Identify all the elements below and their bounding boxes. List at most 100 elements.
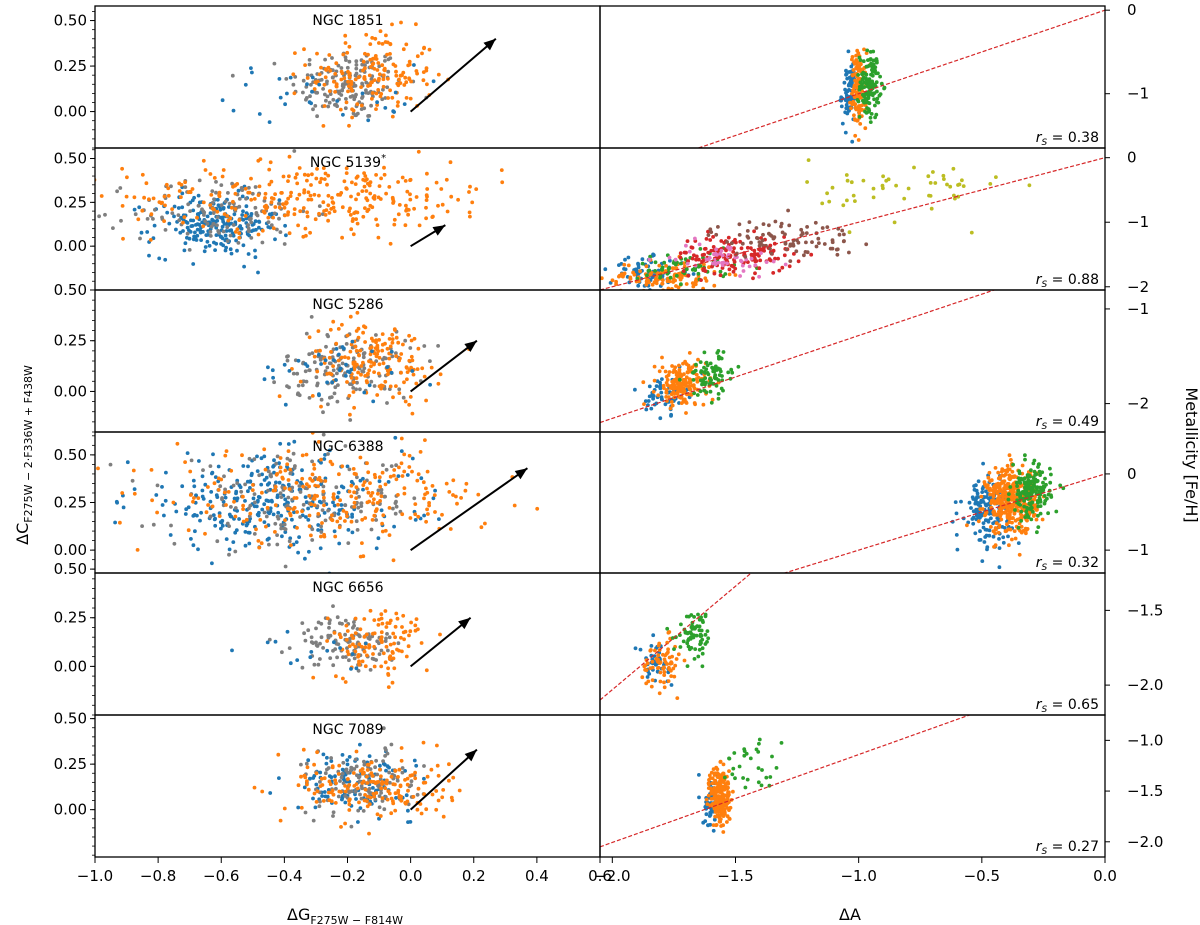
data-point — [993, 531, 998, 536]
data-point — [355, 174, 360, 179]
data-point — [303, 556, 307, 561]
data-point — [370, 774, 375, 778]
y-tick-label: 0 — [1127, 465, 1137, 483]
data-point — [393, 328, 397, 332]
data-point — [363, 793, 367, 797]
data-point — [636, 262, 641, 267]
data-point — [339, 69, 344, 74]
data-point — [362, 649, 367, 654]
data-point — [1010, 516, 1015, 520]
data-point — [252, 785, 257, 790]
data-point — [351, 625, 355, 630]
data-point — [360, 91, 365, 96]
data-point — [231, 223, 236, 227]
data-point — [656, 643, 661, 648]
data-point — [219, 526, 223, 531]
data-point — [383, 528, 388, 533]
data-point — [353, 631, 358, 635]
data-point — [287, 231, 292, 236]
data-point — [266, 499, 271, 503]
data-point — [892, 220, 897, 225]
data-point — [850, 57, 854, 62]
data-point — [740, 263, 745, 268]
data-point — [427, 501, 431, 505]
data-point — [355, 475, 359, 480]
data-point — [182, 215, 187, 220]
data-point — [215, 215, 220, 220]
data-point — [203, 245, 208, 249]
y-tick-label: 0.25 — [54, 332, 87, 350]
data-point — [195, 513, 199, 518]
data-point — [984, 533, 989, 538]
data-point — [447, 490, 452, 494]
data-point — [359, 644, 364, 649]
data-point — [357, 634, 362, 639]
data-point — [416, 472, 421, 477]
data-point — [991, 521, 995, 526]
data-point — [311, 641, 315, 645]
data-point — [954, 533, 959, 537]
data-point — [223, 233, 228, 238]
data-point — [422, 513, 426, 518]
data-point — [690, 245, 695, 250]
data-point — [404, 80, 409, 85]
data-point — [969, 506, 973, 510]
data-point — [201, 200, 206, 205]
data-point — [244, 517, 249, 522]
data-point — [375, 345, 380, 350]
data-point — [981, 521, 986, 525]
data-point — [319, 500, 323, 505]
data-point — [670, 636, 675, 640]
data-point — [424, 486, 428, 491]
data-point — [353, 77, 358, 82]
data-point — [243, 82, 248, 87]
data-point — [252, 492, 257, 496]
panel-title: NGC 5139* — [310, 153, 386, 171]
data-point — [436, 381, 441, 386]
data-point — [746, 236, 751, 240]
data-point — [320, 521, 324, 525]
data-point — [1033, 494, 1037, 499]
data-point — [714, 232, 719, 237]
data-point — [991, 493, 996, 498]
data-point — [424, 205, 428, 210]
data-point — [338, 107, 343, 112]
data-point — [278, 95, 283, 100]
data-point — [1007, 476, 1012, 481]
data-point — [404, 42, 409, 47]
data-point — [337, 621, 342, 626]
data-point — [325, 365, 330, 370]
data-point — [347, 209, 351, 214]
data-point — [372, 384, 377, 388]
data-point — [862, 47, 866, 52]
data-point — [862, 85, 867, 89]
data-point — [220, 98, 225, 103]
data-point — [357, 494, 361, 499]
data-point — [362, 390, 367, 395]
data-point — [354, 348, 359, 353]
data-point — [204, 233, 209, 238]
data-point — [644, 282, 649, 287]
data-point — [662, 680, 666, 685]
data-point — [327, 53, 332, 57]
data-point — [718, 269, 723, 274]
data-point — [240, 453, 244, 458]
data-point — [407, 465, 412, 469]
data-point — [253, 185, 258, 189]
data-point — [282, 205, 287, 210]
data-point — [415, 71, 419, 76]
data-point — [337, 472, 341, 477]
data-point — [802, 253, 806, 258]
data-point — [425, 774, 430, 779]
data-point — [402, 452, 407, 457]
data-point — [297, 535, 301, 539]
data-point — [390, 354, 395, 359]
data-point — [535, 506, 540, 511]
data-point — [672, 266, 677, 271]
y-tick-label: 0.50 — [54, 281, 87, 299]
data-point — [320, 508, 325, 512]
data-point — [323, 57, 327, 62]
data-point — [595, 273, 599, 277]
data-point — [677, 377, 682, 382]
data-point — [1048, 466, 1052, 471]
